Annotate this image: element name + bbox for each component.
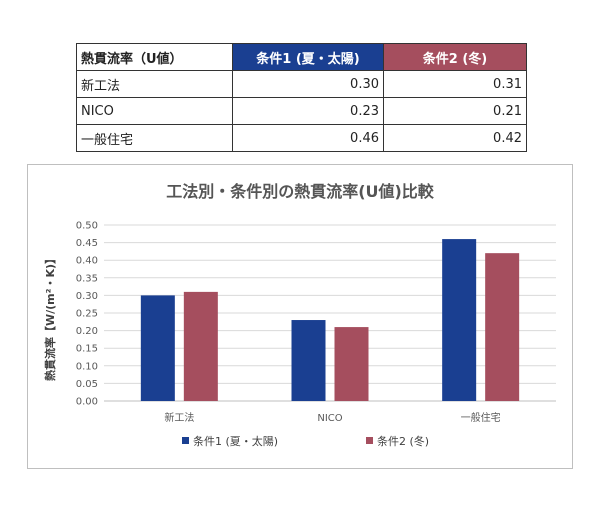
table-header-row: 熱貫流率（U値） 条件1 (夏・太陽) 条件2 (冬) bbox=[76, 43, 527, 71]
chart-title: 工法別・条件別の熱貫流率(U値)比較 bbox=[166, 182, 435, 201]
bar-chart: 工法別・条件別の熱貫流率(U値)比較 0.00 0.05 0.10 0.15 0.20 0… bbox=[27, 164, 573, 469]
bar-2 bbox=[183, 291, 218, 401]
y-tick-label: 0.50 bbox=[76, 221, 98, 232]
bar-1 bbox=[140, 295, 175, 401]
table-cell-condition2: 0.31 bbox=[383, 70, 527, 98]
table-row: 一般住宅 0.46 0.42 bbox=[76, 124, 527, 152]
y-tick-label: 0.00 bbox=[76, 397, 98, 408]
legend-label: 条件2 (冬) bbox=[377, 434, 429, 448]
table-cell-condition2: 0.42 bbox=[383, 124, 527, 152]
x-axis-categories: 新工法 NICO 一般住宅 bbox=[164, 411, 500, 424]
chart-canvas: 工法別・条件別の熱貫流率(U値)比較 0.000.050.100.150.200… bbox=[43, 182, 556, 448]
bar-1 bbox=[291, 320, 326, 401]
y-tick-label: 0.30 bbox=[76, 291, 98, 302]
y-tick-label: 0.15 bbox=[76, 344, 98, 355]
table-cell-method: 新工法 bbox=[76, 70, 233, 98]
y-axis-label: 熱貫流率【W/(m²・K)】 bbox=[43, 253, 57, 381]
legend-swatch bbox=[182, 437, 189, 444]
chart-gridlines bbox=[104, 224, 556, 402]
table-header-metric: 熱貫流率（U値） bbox=[76, 43, 233, 71]
y-tick-label: 0.35 bbox=[76, 273, 98, 284]
y-tick-label: 0.40 bbox=[76, 256, 98, 267]
y-tick-label: 0.20 bbox=[76, 326, 98, 337]
legend-label: 条件1 (夏・太陽) bbox=[193, 434, 278, 448]
chart-bars bbox=[140, 239, 520, 401]
y-tick-label: 0.10 bbox=[76, 361, 98, 372]
x-category-label: 新工法 bbox=[164, 411, 194, 424]
y-tick-label: 0.25 bbox=[76, 309, 98, 320]
table-header-condition1: 条件1 (夏・太陽) bbox=[232, 43, 384, 71]
table-cell-condition1: 0.30 bbox=[232, 70, 384, 98]
bar-1 bbox=[442, 239, 477, 401]
chart-legend: 条件1 (夏・太陽) 条件2 (冬) bbox=[182, 434, 429, 448]
x-category-label: NICO bbox=[317, 413, 342, 424]
bar-2 bbox=[334, 327, 369, 401]
table-row: 新工法 0.30 0.31 bbox=[76, 70, 527, 98]
table-cell-condition1: 0.46 bbox=[232, 124, 384, 152]
table-row: NICO 0.23 0.21 bbox=[76, 97, 527, 125]
table-cell-condition1: 0.23 bbox=[232, 97, 384, 125]
x-category-label: 一般住宅 bbox=[461, 411, 501, 424]
bar-2 bbox=[485, 253, 520, 401]
table-cell-method: NICO bbox=[76, 97, 233, 125]
y-tick-label: 0.45 bbox=[76, 238, 98, 249]
table-cell-method: 一般住宅 bbox=[76, 124, 233, 152]
y-tick-label: 0.05 bbox=[76, 379, 98, 390]
legend-swatch bbox=[366, 437, 373, 444]
y-axis-ticks: 0.00 0.05 0.10 0.15 0.20 0.25 0.30 0.35 0.40 0.45… bbox=[76, 221, 98, 408]
u-value-table: 熱貫流率（U値） 条件1 (夏・太陽) 条件2 (冬) 新工法 0.30 0.3… bbox=[76, 43, 527, 152]
table-header-condition2: 条件2 (冬) bbox=[383, 43, 527, 71]
table-cell-condition2: 0.21 bbox=[383, 97, 527, 125]
